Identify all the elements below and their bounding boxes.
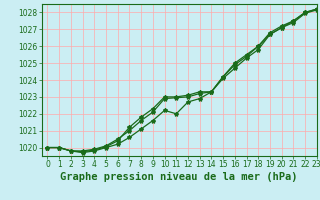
X-axis label: Graphe pression niveau de la mer (hPa): Graphe pression niveau de la mer (hPa): [60, 172, 298, 182]
